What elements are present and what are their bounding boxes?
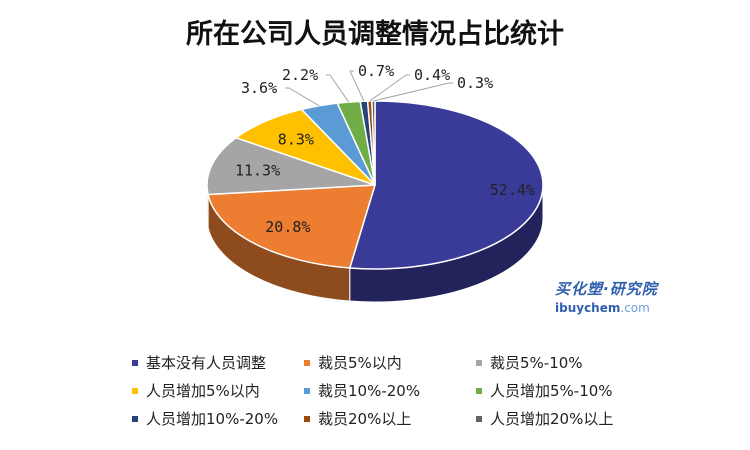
watermark-en-main: ibuychem xyxy=(555,301,621,315)
legend-label-1: 裁员5%以内 xyxy=(318,354,402,372)
legend-label-5: 人员增加5%-10% xyxy=(490,382,613,400)
data-label-5: 2.2% xyxy=(282,66,318,84)
pie-slice-2 xyxy=(206,136,376,196)
legend-swatch-6 xyxy=(132,415,138,422)
data-label-2: 11.3% xyxy=(235,162,280,180)
watermark-en-suffix: .com xyxy=(620,301,650,315)
legend-item-1: 裁员5%以内 xyxy=(304,352,476,373)
leader-lines xyxy=(285,70,453,107)
legend-swatch-2 xyxy=(476,359,482,366)
legend-item-6: 人员增加10%-20% xyxy=(132,408,304,429)
leader-line-5 xyxy=(326,74,350,103)
watermark-cn: 买化塑·研究院 xyxy=(555,280,658,298)
data-label-1: 20.8% xyxy=(265,218,310,236)
legend-label-7: 裁员20%以上 xyxy=(318,410,412,428)
legend-item-8: 人员增加20%以上 xyxy=(476,408,676,429)
watermark-logo: 买化塑·研究院 ibuychem.com xyxy=(555,278,685,315)
data-label-6: 0.7% xyxy=(358,62,394,80)
watermark-en: ibuychem.com xyxy=(555,301,685,315)
legend-item-4: 裁员10%-20% xyxy=(304,380,476,401)
pie-slice-1 xyxy=(207,184,377,269)
legend-item-2: 裁员5%-10% xyxy=(476,352,676,373)
legend-swatch-1 xyxy=(304,359,310,366)
legend-item-3: 人员增加5%以内 xyxy=(132,380,304,401)
pie-slice-3 xyxy=(234,108,376,186)
legend-swatch-4 xyxy=(304,387,310,394)
legend-label-3: 人员增加5%以内 xyxy=(146,382,260,400)
chart-title: 所在公司人员调整情况占比统计 xyxy=(186,19,564,50)
legend-item-0: 基本没有人员调整 xyxy=(132,352,304,373)
legend-item-5: 人员增加5%-10% xyxy=(476,380,676,401)
legend-swatch-3 xyxy=(132,387,138,394)
legend-swatch-0 xyxy=(132,359,138,366)
leader-line-7 xyxy=(369,74,410,102)
legend-label-4: 裁员10%-20% xyxy=(318,382,421,400)
leader-line-8 xyxy=(373,82,453,102)
legend-swatch-5 xyxy=(476,387,482,394)
data-label-4: 3.6% xyxy=(241,79,277,97)
legend-label-6: 人员增加10%-20% xyxy=(146,410,279,428)
pie-slices xyxy=(206,100,544,270)
data-label-0: 52.4% xyxy=(490,181,535,199)
data-labels: 52.4% 20.8% 11.3% 8.3% 3.6% 2.2% 0.7% 0.4% 0.3% xyxy=(235,62,535,236)
legend-label-0: 基本没有人员调整 xyxy=(146,354,267,372)
data-label-7: 0.4% xyxy=(414,66,450,84)
legend-item-7: 裁员20%以上 xyxy=(304,408,476,429)
legend-label-2: 裁员5%-10% xyxy=(490,354,583,372)
leader-line-4 xyxy=(285,87,320,107)
data-label-3: 8.3% xyxy=(278,130,314,148)
data-label-8: 0.3% xyxy=(457,74,493,92)
legend-swatch-8 xyxy=(476,415,482,422)
leader-line-6 xyxy=(349,70,365,102)
pie-slice-0 xyxy=(348,100,544,270)
legend-swatch-7 xyxy=(304,415,310,422)
chart-legend: 基本没有人员调整 裁员5%以内 裁员5%-10% 人员增加5%以内 裁员10%-20% 人… xyxy=(132,352,692,429)
legend-label-8: 人员增加20%以上 xyxy=(490,410,614,428)
